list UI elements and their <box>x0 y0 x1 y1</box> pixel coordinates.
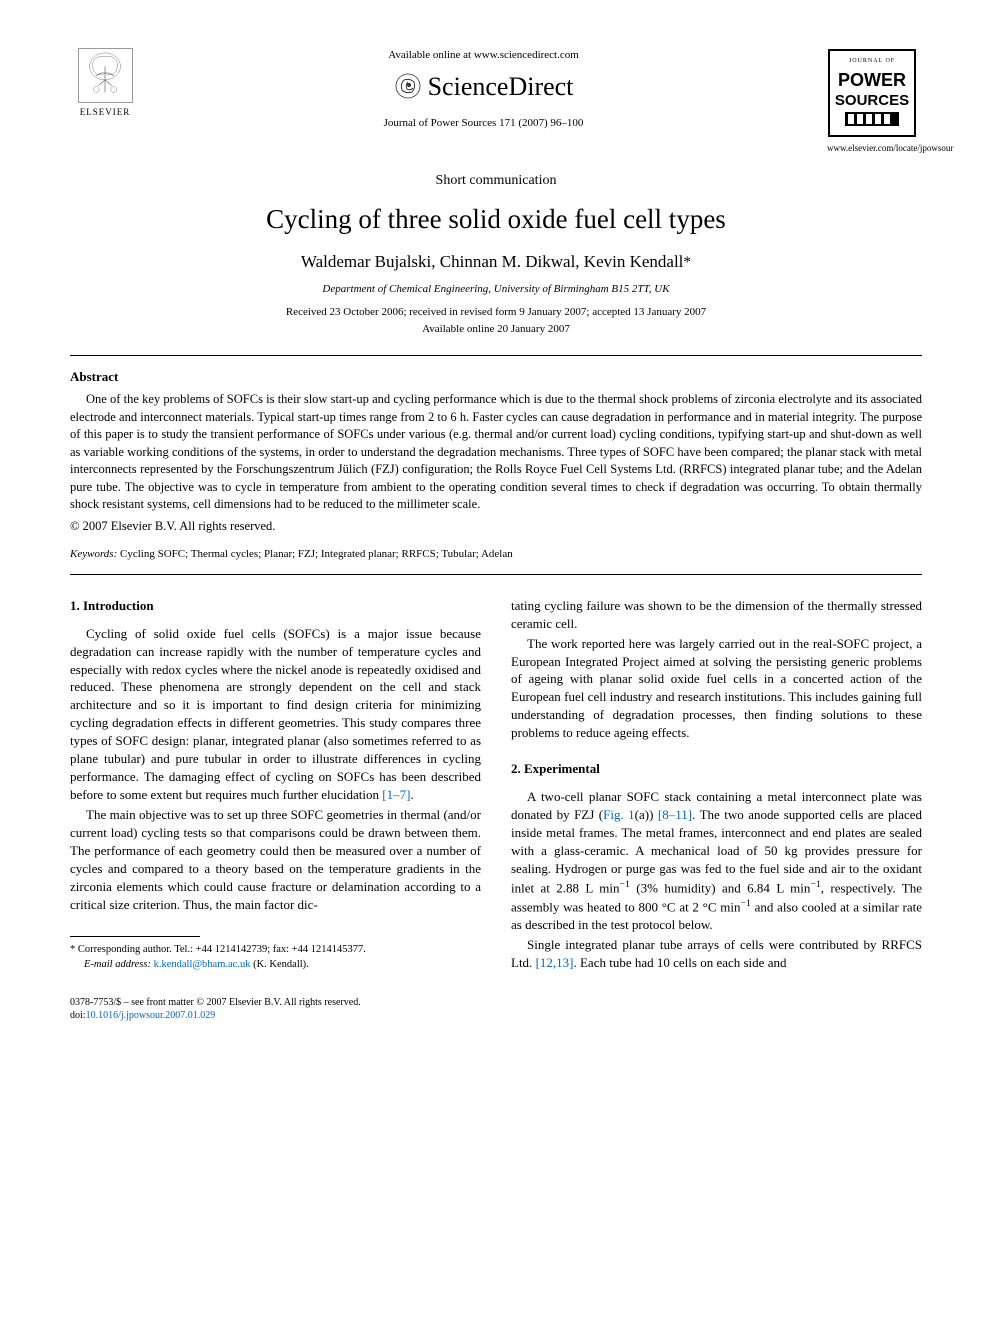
experimental-heading: 2. Experimental <box>511 760 922 778</box>
exp-para-1: A two-cell planar SOFC stack containing … <box>511 788 922 934</box>
keywords-label: Keywords: <box>70 548 117 560</box>
power-sources-logo-icon: JOURNAL OF POWER SOURCES <box>827 48 917 138</box>
doi-link[interactable]: 10.1016/j.jpowsour.2007.01.029 <box>86 1010 216 1021</box>
col2-continuation: tating cycling failure was shown to be t… <box>511 597 922 633</box>
article-title: Cycling of three solid oxide fuel cell t… <box>70 201 922 237</box>
copyright: © 2007 Elsevier B.V. All rights reserved… <box>70 518 922 535</box>
keywords-text: Cycling SOFC; Thermal cycles; Planar; FZ… <box>120 548 513 560</box>
exp-sup1: −1 <box>620 879 630 890</box>
abstract-bottom-rule <box>70 574 922 575</box>
exp-p1b: (a)) <box>635 807 658 822</box>
center-header: Available online at www.sciencedirect.co… <box>140 48 827 131</box>
journal-logo: JOURNAL OF POWER SOURCES www.elsevier.co… <box>827 48 922 154</box>
svg-text:SOURCES: SOURCES <box>835 92 909 109</box>
exp-sup2: −1 <box>810 879 820 890</box>
keywords: Keywords: Cycling SOFC; Thermal cycles; … <box>70 547 922 562</box>
exp-p1d: (3% humidity) and 6.84 L min <box>630 880 811 895</box>
issn-line: 0378-7753/$ – see front matter © 2007 El… <box>70 996 922 1009</box>
available-online-text: Available online at www.sciencedirect.co… <box>160 48 807 63</box>
ref-link-8-11[interactable]: [8–11] <box>658 807 692 822</box>
intro-p1-text: Cycling of solid oxide fuel cells (SOFCs… <box>70 626 481 802</box>
corresponding-author-footnote: * Corresponding author. Tel.: +44 121414… <box>70 943 481 957</box>
footnote-email: E-mail address: k.kendall@bham.ac.uk (K.… <box>70 958 481 972</box>
dates: Received 23 October 2006; received in re… <box>70 305 922 320</box>
article-type: Short communication <box>70 172 922 191</box>
authors-names: Waldemar Bujalski, Chinnan M. Dikwal, Ke… <box>301 252 683 271</box>
right-column: tating cycling failure was shown to be t… <box>511 597 922 974</box>
abstract-text: One of the key problems of SOFCs is thei… <box>70 391 922 514</box>
exp-sup3: −1 <box>740 898 750 909</box>
bottom-bar: 0378-7753/$ – see front matter © 2007 El… <box>70 996 922 1022</box>
sciencedirect-logo: ScienceDirect <box>160 69 807 104</box>
sciencedirect-icon <box>394 72 422 100</box>
fig-1-link[interactable]: Fig. 1 <box>603 807 635 822</box>
email-label: E-mail address: <box>84 959 151 970</box>
footnote-rule <box>70 936 200 937</box>
available-date: Available online 20 January 2007 <box>70 322 922 337</box>
doi-label: doi: <box>70 1010 86 1021</box>
elsevier-text: ELSEVIER <box>80 106 131 118</box>
svg-text:JOURNAL OF: JOURNAL OF <box>849 58 895 64</box>
col2-para-2: The work reported here was largely carri… <box>511 635 922 743</box>
abstract-body: One of the key problems of SOFCs is thei… <box>70 392 922 511</box>
svg-text:POWER: POWER <box>838 70 906 90</box>
ref-link-1-7[interactable]: [1–7] <box>382 787 410 802</box>
affiliation: Department of Chemical Engineering, Univ… <box>70 282 922 297</box>
intro-para-1: Cycling of solid oxide fuel cells (SOFCs… <box>70 625 481 804</box>
journal-reference: Journal of Power Sources 171 (2007) 96–1… <box>160 116 807 131</box>
left-column: 1. Introduction Cycling of solid oxide f… <box>70 597 481 974</box>
exp-p2b: . Each tube had 10 cells on each side an… <box>573 955 786 970</box>
elsevier-logo: ELSEVIER <box>70 48 140 128</box>
email-name: (K. Kendall). <box>253 959 309 970</box>
journal-url: www.elsevier.com/locate/jpowsour <box>827 142 922 154</box>
authors: Waldemar Bujalski, Chinnan M. Dikwal, Ke… <box>70 251 922 274</box>
intro-heading: 1. Introduction <box>70 597 481 615</box>
ref-link-12-13[interactable]: [12,13] <box>536 955 574 970</box>
email-link[interactable]: k.kendall@bham.ac.uk <box>154 959 251 970</box>
two-column-body: 1. Introduction Cycling of solid oxide f… <box>70 597 922 974</box>
abstract-top-rule <box>70 355 922 356</box>
doi-line: doi:10.1016/j.jpowsour.2007.01.029 <box>70 1009 922 1022</box>
intro-p1-end: . <box>410 787 413 802</box>
sciencedirect-text: ScienceDirect <box>428 69 574 104</box>
abstract-heading: Abstract <box>70 368 922 386</box>
header-row: ELSEVIER Available online at www.science… <box>70 48 922 154</box>
elsevier-tree-icon <box>78 48 133 103</box>
intro-para-2: The main objective was to set up three S… <box>70 806 481 914</box>
corresponding-symbol: * <box>683 254 691 271</box>
exp-para-2: Single integrated planar tube arrays of … <box>511 936 922 972</box>
